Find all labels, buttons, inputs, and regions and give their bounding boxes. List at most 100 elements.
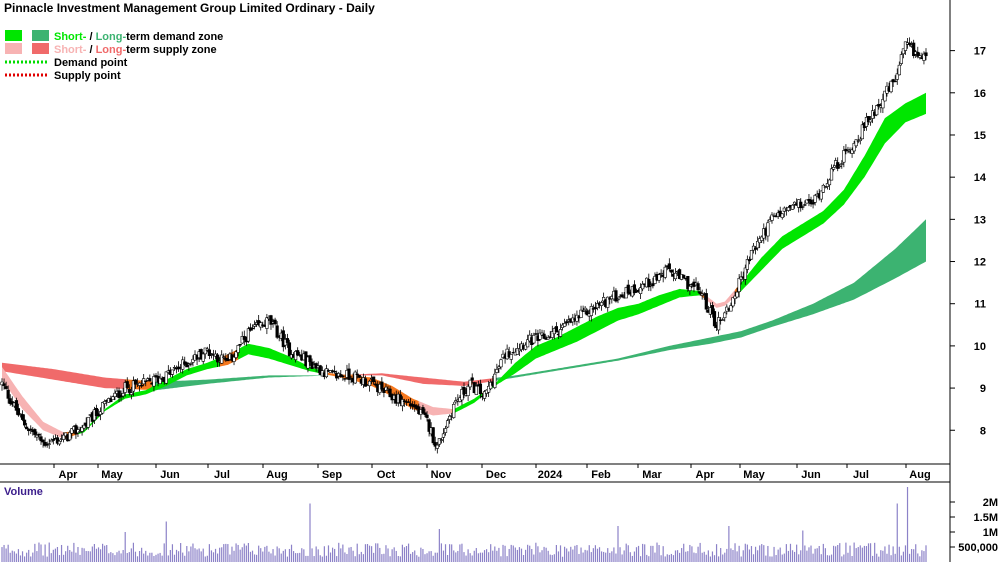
candle-body xyxy=(809,199,813,205)
candle-body xyxy=(682,274,686,279)
candle-body xyxy=(425,414,429,418)
long-term-supply-zone xyxy=(353,373,471,386)
short-term-supply-zone xyxy=(2,367,64,439)
candle-body xyxy=(866,116,871,123)
candle-body xyxy=(766,222,770,237)
candle-body xyxy=(891,79,895,83)
candle-body xyxy=(497,366,501,369)
candle-body xyxy=(470,377,474,381)
candle-body xyxy=(581,310,585,312)
candle-body xyxy=(838,165,842,168)
candle-body xyxy=(137,382,142,386)
candle-body xyxy=(850,149,854,154)
short-term-demand-zone xyxy=(238,343,325,375)
candle-body xyxy=(819,190,823,200)
candle-body xyxy=(333,370,337,373)
candle-body xyxy=(236,345,240,353)
candle-body xyxy=(667,263,671,270)
long-demand-swatch xyxy=(32,30,49,41)
candle-body xyxy=(209,353,214,355)
volume-layer: Volume xyxy=(1,486,927,562)
x-tick-label: Aug xyxy=(266,469,287,481)
candle-body xyxy=(651,283,655,287)
candle-body xyxy=(318,365,322,375)
candle-body xyxy=(840,163,844,165)
candle-body xyxy=(589,306,593,316)
candle-body xyxy=(550,331,554,338)
candle-body xyxy=(445,420,450,428)
y-tick-label: 8 xyxy=(980,425,986,437)
candle-body xyxy=(641,283,645,290)
candle-body xyxy=(517,348,522,352)
candle-body xyxy=(626,284,630,294)
candle-body xyxy=(121,393,125,397)
candle-body xyxy=(402,400,407,403)
candle-body xyxy=(749,250,754,260)
candle-body xyxy=(172,367,177,369)
candle-body xyxy=(234,351,238,358)
candle-body xyxy=(343,378,347,380)
candle-body xyxy=(2,383,6,386)
candle-body xyxy=(400,399,405,407)
candle-body xyxy=(339,374,343,377)
candle-body xyxy=(901,48,906,55)
candle-body xyxy=(435,444,439,449)
candle-body xyxy=(883,90,887,102)
candle-body xyxy=(846,149,850,151)
x-tick-label: Aug xyxy=(909,469,930,481)
candle-body xyxy=(238,343,242,346)
candle-body xyxy=(47,443,51,445)
candle-body xyxy=(595,303,600,309)
short-term-supply-zone xyxy=(704,289,735,308)
candle-body xyxy=(388,388,392,398)
candle-body xyxy=(686,275,690,290)
candle-body xyxy=(721,319,725,321)
candle-body xyxy=(842,150,846,163)
candle-body xyxy=(222,356,226,358)
candle-body xyxy=(583,307,587,311)
candle-body xyxy=(191,358,195,363)
candle-body xyxy=(616,298,620,301)
candle-body xyxy=(129,392,133,395)
candle-body xyxy=(792,201,797,205)
candle-body xyxy=(4,386,8,389)
candle-body xyxy=(51,439,55,441)
candle-body xyxy=(542,333,546,339)
candle-body xyxy=(710,305,715,314)
candle-body xyxy=(737,277,741,292)
candle-body xyxy=(532,334,536,344)
candle-body xyxy=(599,302,604,306)
long-term-demand-zone xyxy=(151,375,331,391)
candle-body xyxy=(49,439,53,443)
candle-body xyxy=(61,434,66,440)
candle-body xyxy=(68,432,72,441)
candle-body xyxy=(357,374,361,378)
legend-supply-point-label: Supply point xyxy=(54,70,121,82)
candle-body xyxy=(16,408,21,416)
candle-body xyxy=(170,369,175,375)
x-tick-label: Apr xyxy=(59,469,79,481)
candle-body xyxy=(101,402,105,414)
x-tick-label: May xyxy=(743,469,765,481)
candle-body xyxy=(602,297,606,302)
candle-body xyxy=(723,312,727,319)
candle-body xyxy=(770,214,774,221)
candle-body xyxy=(427,419,431,432)
short-demand-swatch xyxy=(5,30,22,41)
candle-body xyxy=(448,415,452,420)
long-term-demand-zone xyxy=(494,219,926,381)
candle-body xyxy=(881,99,885,109)
candle-body xyxy=(148,378,152,382)
candle-body xyxy=(729,305,733,312)
candle-body xyxy=(287,342,292,357)
volume-y-tick-label: 1.5M xyxy=(974,512,998,524)
candle-body xyxy=(94,407,99,416)
x-tick-label: May xyxy=(101,469,123,481)
candle-body xyxy=(275,325,279,338)
candle-body xyxy=(117,390,121,398)
candle-body xyxy=(398,394,402,404)
x-tick-label: Jul xyxy=(214,469,230,481)
